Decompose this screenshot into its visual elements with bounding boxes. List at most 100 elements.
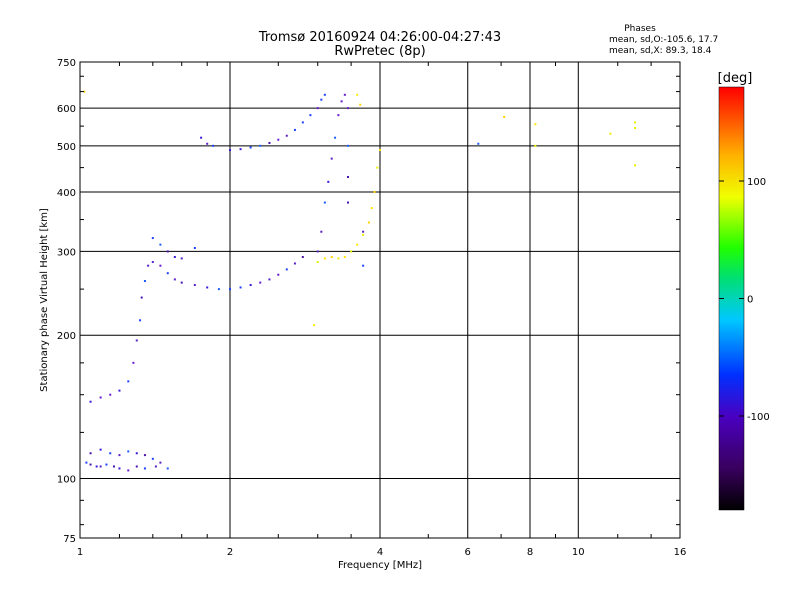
data-point [362,233,365,236]
y-tick-label: 750 [57,58,76,69]
data-point [249,146,252,149]
data-point [327,180,330,183]
data-point [316,250,319,253]
data-point [370,207,373,210]
grid [80,62,680,538]
data-point [127,380,130,383]
data-point [147,264,150,267]
colorbar-tick-label: -100 [747,412,770,423]
data-point [132,361,135,364]
y-tick-label: 600 [57,104,76,115]
data-point [143,280,146,283]
stats-line-x: mean, sd,X: 89.3, 18.4 [609,46,712,56]
data-point [343,93,346,96]
data-point [534,123,537,126]
data-point [99,465,102,468]
data-point [313,324,316,327]
chart-subtitle: RwPretec (8p) [334,44,425,59]
data-point [285,134,288,137]
data-point [118,467,121,470]
data-point [89,400,92,403]
data-point [301,121,304,124]
data-point [362,230,365,233]
y-tick-label: 300 [57,247,76,258]
data-point [373,190,376,193]
data-point [159,461,162,464]
data-point [285,268,288,271]
x-tick-label: 4 [377,547,383,558]
data-point [337,114,340,117]
data-point [330,157,333,160]
x-tick-label: 8 [527,547,533,558]
data-point [534,144,537,147]
y-axis-label: Stationary phase Virtual Height [km] [39,208,50,392]
data-point [166,272,169,275]
data-point [135,465,138,468]
data-point [151,261,154,264]
data-point [334,136,337,139]
x-tick-label: 16 [674,547,687,558]
data-point [206,286,209,289]
data-point [343,256,346,259]
data-point [323,201,326,204]
y-tick-label: 75 [63,534,76,545]
data-point [109,452,112,455]
x-tick-label: 6 [465,547,471,558]
y-tick-label: 100 [57,475,76,486]
y-tick-label: 200 [57,331,76,342]
y-tick-label: 500 [57,142,76,153]
data-point [293,128,296,131]
data-point [634,164,637,167]
x-axis-label: Frequency [MHz] [338,560,422,571]
data-point [362,264,365,267]
data-point [89,452,92,455]
colorbar-ticks: -100 0 100 [719,177,770,423]
colorbar-tick-label: 100 [747,177,766,188]
plot-frame [79,61,681,539]
data-point [268,141,271,144]
data-point [99,448,102,451]
data-point [140,296,143,299]
data-point [346,201,349,204]
data-point [154,465,157,468]
data-point [180,257,183,260]
data-point [159,243,162,246]
data-point [229,288,231,291]
data-point [320,98,323,101]
data-point [259,144,262,147]
data-point [139,319,142,322]
colorbar-tick-label: 0 [747,295,753,306]
data-point [379,148,381,151]
data-point [367,221,370,224]
data-point [359,103,362,106]
data-point [346,175,349,178]
data-point [356,243,359,246]
data-point [180,281,183,284]
data-point [151,457,154,460]
data-point [193,247,196,250]
colorbar-label: [deg] [718,71,753,86]
data-point [135,452,138,455]
data-point [166,250,169,253]
data-point [143,454,146,457]
data-point [193,284,196,287]
data-point [127,469,130,472]
data-point [634,121,637,124]
data-point [212,144,215,147]
data-point [356,93,359,96]
data-point [99,396,102,399]
data-point [239,286,242,289]
data-point [340,100,343,103]
data-point [85,461,88,464]
axis-ticks: 1 2 4 6 8 10 16 75 100 200 300 400 500 600 750 [57,58,686,558]
data-point [309,114,312,117]
data-point [277,138,280,141]
data-point [83,90,86,93]
data-point [105,463,108,466]
chart-title: Tromsø 20160924 04:26:00-04:27:43 [258,30,501,45]
data-point [609,132,612,135]
data-point [259,281,262,284]
data-point [229,148,231,151]
x-tick-label: 1 [77,547,83,558]
